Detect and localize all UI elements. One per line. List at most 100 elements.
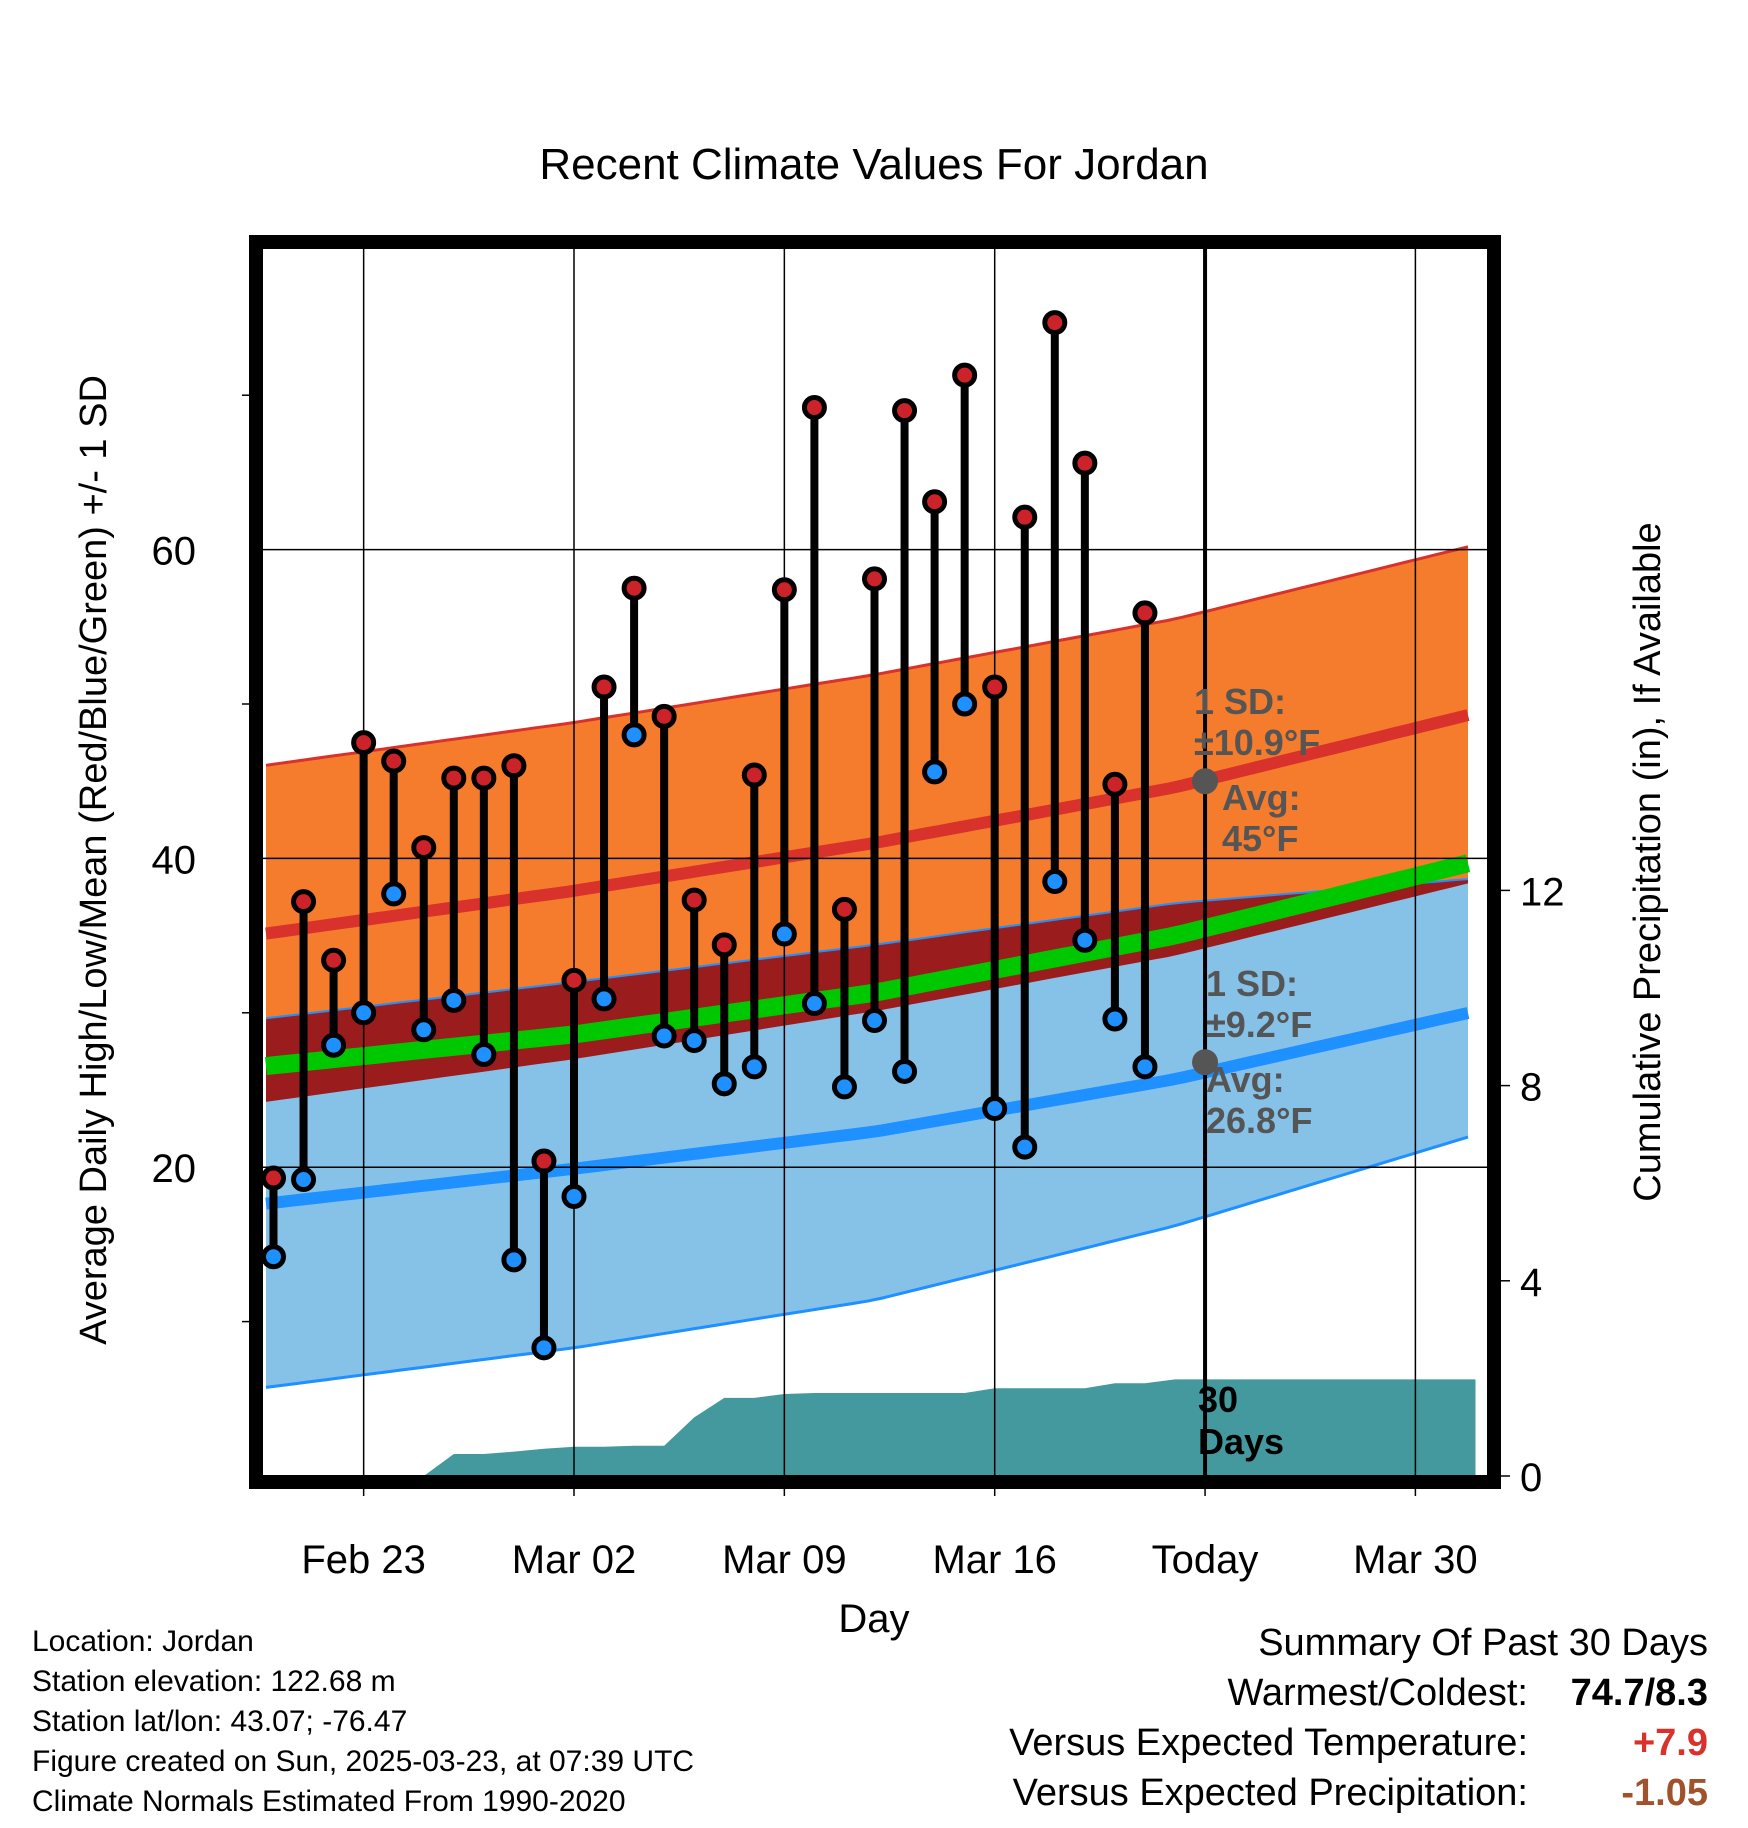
obs-high-point [831,896,857,922]
obs-low-point [381,881,407,907]
obs-day-1 [261,1165,286,1270]
low-avg-label: Avg: [1206,1059,1285,1100]
summary-temp: Versus Expected Temperature: +7.9 [1009,1718,1708,1768]
precip-value: -1.05 [1621,1772,1708,1814]
x-tick-label: Mar 16 [932,1538,1057,1582]
x-tick-label: Mar 02 [512,1538,637,1582]
y2-tick-label-0: 0 [1520,1456,1542,1500]
observations [261,310,1219,1361]
obs-day-15 [681,887,707,1054]
obs-day-13 [621,575,647,748]
precip-area [266,1379,1476,1476]
obs-high-point [501,753,527,779]
y2-tick-label-12: 12 [1520,870,1565,914]
obs-low-point [411,1017,437,1043]
obs-low-point [261,1244,286,1270]
obs-day-28 [1072,450,1098,953]
low-lower-edge [265,1135,1469,1389]
normals-text: Climate Normals Estimated From 1990-2020 [32,1785,626,1818]
obs-day-8 [471,765,497,1067]
x-tick-label: Feb 23 [301,1538,426,1582]
obs-day-12 [591,674,617,1012]
y2-tick-label-4: 4 [1520,1261,1542,1305]
obs-high-point [1102,771,1128,797]
obs-day-20 [831,896,857,1100]
obs-day-11 [561,967,587,1210]
obs-high-point [801,395,827,421]
obs-day-23 [922,489,948,785]
obs-low-point [651,1023,677,1049]
summary-precip: Versus Expected Precipitation: -1.05 [1009,1768,1708,1818]
obs-high-point [561,967,587,993]
obs-day-4 [351,730,377,1026]
obs-day-10 [531,1148,557,1361]
plot-area [265,545,1476,1476]
obs-low-point [922,759,948,785]
obs-day-22 [892,398,918,1084]
obs-high-point [411,835,437,861]
obs-day-25 [982,674,1008,1122]
obs-high-point [621,575,647,601]
obs-high-point [681,887,707,913]
obs-low-point [561,1184,587,1210]
created-text: Figure created on Sun, 2025-03-23, at 07… [32,1745,695,1778]
x-tick-label: Mar 09 [722,1538,847,1582]
obs-low-point [1132,1054,1158,1080]
obs-day-24 [952,362,978,717]
location-text: Location: Jordan [32,1625,254,1658]
obs-day-16 [711,932,737,1097]
plot-frame [249,235,1501,1489]
y-tick-label-40: 40 [152,838,197,882]
temp-label: Versus Expected Temperature: [1009,1722,1528,1764]
days-count-label: 30 [1198,1379,1238,1420]
obs-low-point [1072,927,1098,953]
warm-cold-label: Warmest/Coldest: [1227,1672,1528,1714]
obs-low-point [982,1096,1008,1122]
obs-low-point [831,1074,857,1100]
obs-low-point [771,921,797,947]
obs-high-point [591,674,617,700]
obs-day-19 [801,395,827,1017]
obs-low-point [1012,1134,1038,1160]
high-upper-edge [265,545,1469,767]
obs-day-3 [321,947,347,1058]
obs-low-point [321,1032,347,1058]
obs-day-2 [291,889,317,1193]
obs-high-point [741,762,767,788]
obs-day-6 [411,835,437,1043]
obs-day-18 [771,577,797,947]
obs-day-21 [862,566,887,1034]
obs-day-9 [501,753,527,1273]
obs-high-point [1072,450,1098,476]
obs-high-point [982,674,1008,700]
high-sd-label: 1 SD: [1194,681,1286,722]
normal-low-line [265,1007,1470,1210]
obs-low-point [621,722,647,748]
obs-low-point [351,1000,377,1026]
obs-low-point [531,1335,557,1361]
low-sd-value: ±9.2°F [1206,1004,1312,1045]
obs-high-point [1132,600,1158,626]
obs-high-point [952,362,978,388]
summary-warm-cold: Warmest/Coldest: 74.7/8.3 [1009,1668,1708,1718]
y-axis-label: Average Daily High/Low/Mean (Red/Blue/Gr… [73,375,115,1345]
obs-high-point [381,748,407,774]
obs-low-point [291,1167,317,1193]
obs-high-point [711,932,737,958]
obs-high-point [922,489,948,515]
normal-high-line [265,709,1470,940]
summary-panel: Summary Of Past 30 Days Warmest/Coldest:… [1009,1618,1708,1818]
temp-value: +7.9 [1632,1722,1708,1764]
obs-low-point [471,1041,497,1067]
obs-day-27 [1042,310,1068,895]
obs-day-29 [1102,771,1128,1032]
obs-day-5 [381,748,407,907]
obs-day-14 [651,703,677,1049]
obs-low-point [952,691,978,717]
obs-low-point [1042,869,1068,895]
obs-low-point [591,986,617,1012]
obs-high-point [892,398,918,424]
axes: 20 40 60 0 4 8 12 Feb 23 Mar 02 Mar 09 Mar 16 Today… [73,235,1669,1641]
high-sd-value: ±10.9°F [1194,722,1320,763]
